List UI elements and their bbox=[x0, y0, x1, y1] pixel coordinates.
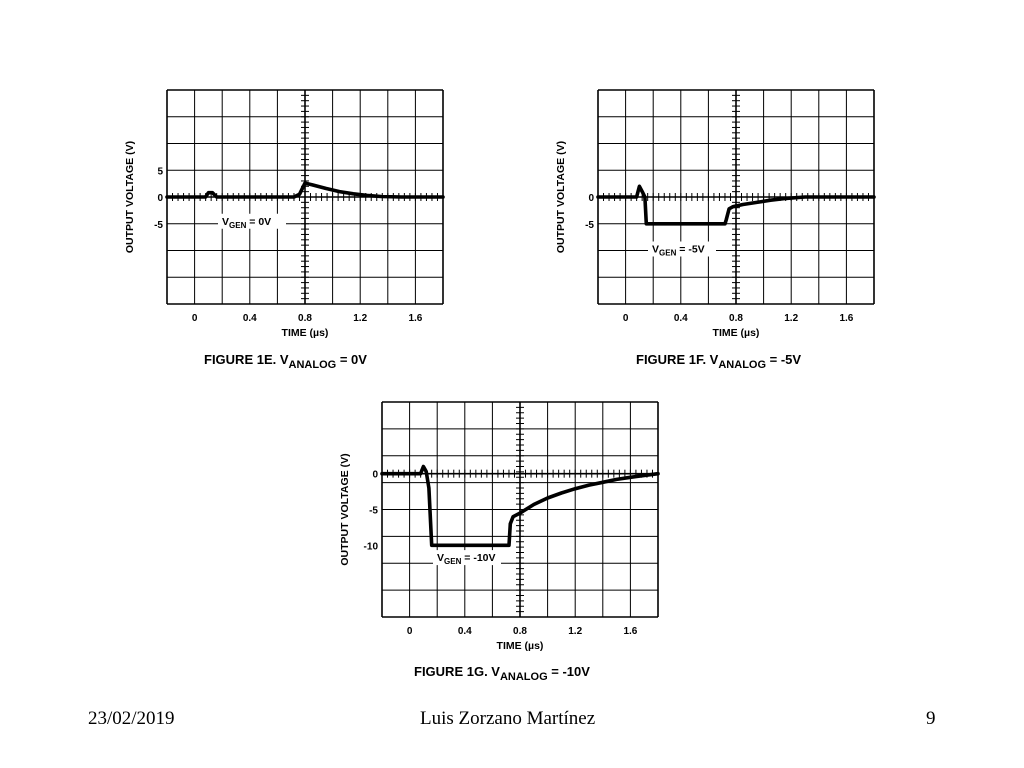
data-series-line bbox=[380, 464, 660, 548]
x-tick-label: 0.8 bbox=[298, 313, 312, 324]
x-tick-label: 0 bbox=[407, 626, 413, 637]
y-tick-label: 5 bbox=[157, 166, 163, 177]
x-axis-label: TIME (µs) bbox=[282, 327, 329, 339]
vgen-annotation: VGEN = -10V bbox=[437, 552, 496, 566]
annotation-background bbox=[218, 213, 286, 229]
figure-caption: FIGURE 1G. VANALOG = -10V bbox=[414, 664, 590, 683]
y-axis-label: OUTPUT VOLTAGE (V) bbox=[555, 141, 567, 253]
y-tick-label: -10 bbox=[364, 541, 379, 552]
y-tick-label: -5 bbox=[369, 506, 378, 517]
annotation-background bbox=[648, 241, 716, 257]
y-axis-label: OUTPUT VOLTAGE (V) bbox=[124, 141, 136, 253]
data-series-line bbox=[596, 184, 876, 226]
x-tick-label: 0 bbox=[623, 313, 629, 324]
x-tick-label: 0.8 bbox=[513, 626, 527, 637]
x-tick-label: 1.2 bbox=[353, 313, 367, 324]
y-tick-label: 0 bbox=[588, 193, 594, 204]
x-tick-label: 0 bbox=[192, 313, 198, 324]
y-axis-label: OUTPUT VOLTAGE (V) bbox=[339, 453, 351, 565]
x-tick-label: 1.6 bbox=[839, 313, 853, 324]
y-tick-label: 0 bbox=[372, 470, 378, 481]
figure-caption: FIGURE 1E. VANALOG = 0V bbox=[204, 352, 367, 371]
data-series-line bbox=[165, 181, 445, 199]
x-axis-label: TIME (µs) bbox=[713, 327, 760, 339]
footer-date: 23/02/2019 bbox=[88, 708, 175, 729]
x-tick-label: 0.4 bbox=[458, 626, 472, 637]
x-tick-label: 1.6 bbox=[408, 313, 422, 324]
y-tick-label: 0 bbox=[157, 193, 163, 204]
x-tick-label: 1.6 bbox=[623, 626, 637, 637]
x-tick-label: 1.2 bbox=[568, 626, 582, 637]
vgen-annotation: VGEN = 0V bbox=[222, 216, 271, 230]
x-tick-label: 0.8 bbox=[729, 313, 743, 324]
footer-author: Luis Zorzano Martínez bbox=[420, 708, 596, 729]
vgen-annotation: VGEN = -5V bbox=[652, 244, 705, 258]
annotation-background bbox=[433, 550, 501, 566]
x-tick-label: 0.4 bbox=[674, 313, 688, 324]
chart-2: 0 0.4 0.8 1.2 1.6 0 -5 TIME (µs) OUTPUT VOLTAGE … bbox=[555, 89, 876, 371]
chart-3: 0 0.4 0.8 1.2 1.6 0 -5 -10 TIME (µs) OUTPUT VOLTA… bbox=[339, 401, 660, 683]
figure-caption: FIGURE 1F. VANALOG = -5V bbox=[636, 352, 801, 371]
x-tick-label: 0.4 bbox=[243, 313, 257, 324]
y-tick-label: -5 bbox=[154, 220, 163, 231]
y-tick-label: -5 bbox=[585, 220, 594, 231]
x-axis-label: TIME (µs) bbox=[497, 640, 544, 652]
x-tick-label: 1.2 bbox=[784, 313, 798, 324]
footer-page-number: 9 bbox=[926, 708, 936, 729]
chart-1: 0 0.4 0.8 1.2 1.6 5 0 -5 TIME (µs) OUTPUT VOLTAGE… bbox=[124, 89, 445, 371]
